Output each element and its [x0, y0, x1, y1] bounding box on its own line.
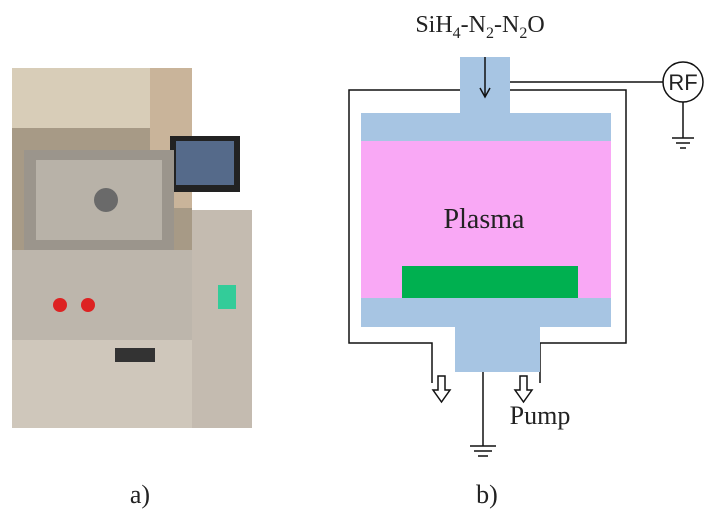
gas-label: SiH4-N2-N2O: [415, 12, 544, 42]
gas-sub: 2: [519, 25, 527, 42]
equipment-photo: [12, 68, 252, 428]
gas-part: -N: [461, 12, 486, 38]
rf-label: RF: [668, 70, 697, 95]
panel-label: b): [476, 480, 498, 509]
gas-part: -N: [494, 12, 519, 38]
gas-part: SiH: [415, 12, 452, 38]
figure: a) SiH4-N2-N2O RF Plasma Pump b): [0, 0, 704, 514]
gas-sub: 4: [453, 25, 461, 42]
panel-label: a): [130, 480, 150, 509]
gas-sub: 2: [486, 25, 494, 42]
gas-part: O: [527, 12, 544, 38]
pump-label: Pump: [510, 401, 571, 430]
plasma-label: Plasma: [444, 204, 525, 235]
chamber: [349, 57, 703, 456]
